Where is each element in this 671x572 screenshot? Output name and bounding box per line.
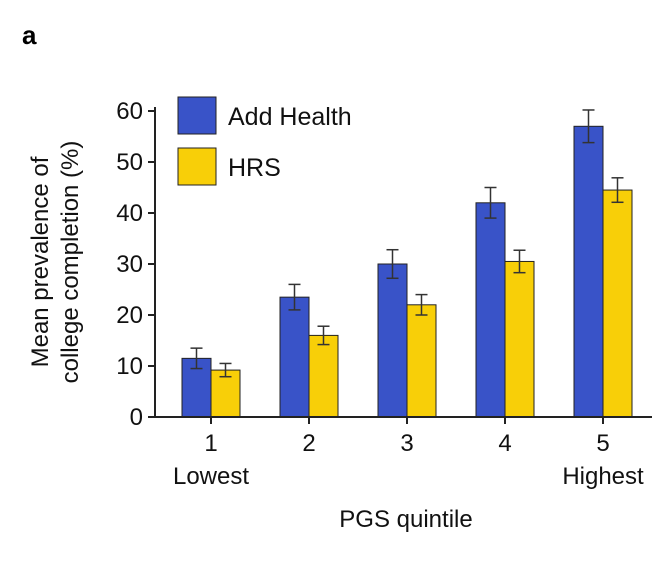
- y-tick-label: 30: [116, 251, 143, 278]
- x-tick-label-1: 1: [204, 430, 217, 457]
- y-axis-title-line-2: college completion (%): [57, 141, 84, 384]
- x-sublabel-lowest: Lowest: [173, 463, 249, 490]
- y-tick-label: 20: [116, 302, 143, 329]
- legend-label-add-health: Add Health: [228, 103, 352, 131]
- y-tick-label: 50: [116, 149, 143, 176]
- legend-swatch-add-health: [177, 96, 217, 135]
- y-axis: 0 10 20 30 40 50 60: [116, 98, 156, 431]
- bar-add-health-q3: [377, 263, 408, 418]
- y-axis-title: Mean prevalence of college completion (%…: [27, 141, 84, 384]
- x-axis: 1 Lowest 2 3 4 5 Highest: [155, 416, 652, 490]
- bar-hrs-q4: [504, 260, 535, 418]
- y-tick-label: 0: [130, 404, 143, 431]
- x-axis-title: PGS quintile: [339, 506, 472, 533]
- y-tick-label: 60: [116, 98, 143, 125]
- bars: [181, 109, 633, 418]
- y-axis-title-line-1: Mean prevalence of: [27, 156, 54, 367]
- bar-add-health-q2: [279, 296, 310, 418]
- bar-hrs-q5: [602, 189, 633, 418]
- bar-hrs-q3: [406, 304, 437, 418]
- x-tick-label-2: 2: [302, 430, 315, 457]
- y-tick-label: 40: [116, 200, 143, 227]
- bar-add-health-q4: [475, 202, 506, 418]
- x-tick-label-4: 4: [498, 430, 511, 457]
- legend-label-hrs: HRS: [228, 154, 281, 182]
- bar-hrs-q1: [210, 369, 241, 418]
- legend-swatch-hrs: [177, 147, 217, 186]
- x-sublabel-highest: Highest: [562, 463, 644, 490]
- y-tick-label: 10: [116, 353, 143, 380]
- x-tick-label-3: 3: [400, 430, 413, 457]
- bar-add-health-q5: [573, 125, 604, 418]
- bar-hrs-q2: [308, 334, 339, 418]
- x-tick-label-5: 5: [596, 430, 609, 457]
- panel-label: a: [22, 20, 37, 50]
- legend: Add Health HRS: [177, 96, 352, 186]
